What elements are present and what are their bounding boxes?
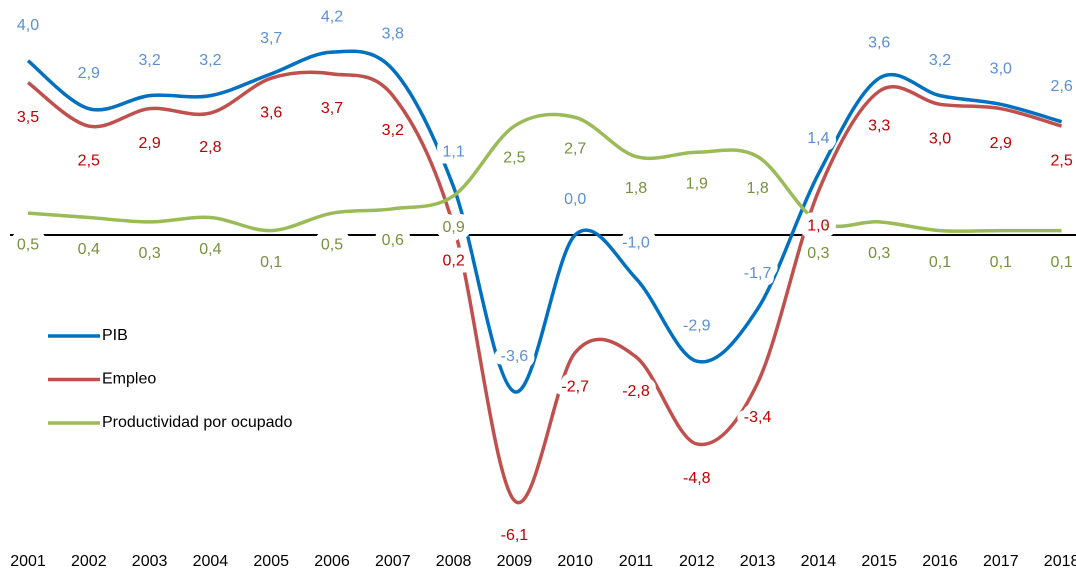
data-label: 0,4 — [78, 241, 100, 258]
data-label: 2,7 — [564, 141, 586, 158]
data-label: 2,5 — [78, 152, 100, 169]
data-label: 0,0 — [564, 191, 586, 208]
x-tick-label: 2015 — [861, 553, 897, 570]
data-label: 1,9 — [686, 175, 708, 192]
x-tick-label: 2009 — [497, 553, 533, 570]
data-label: 0,5 — [321, 236, 343, 253]
data-label: 1,1 — [442, 143, 464, 160]
data-label: 0,1 — [260, 254, 282, 271]
data-label: 2,5 — [1050, 152, 1072, 169]
x-tick-label: 2013 — [740, 553, 776, 570]
x-tick-label: 2014 — [801, 553, 837, 570]
x-tick-label: 2001 — [10, 553, 46, 570]
data-label: 0,3 — [868, 245, 890, 262]
x-tick-label: 2010 — [557, 553, 593, 570]
data-label: 3,2 — [199, 52, 221, 69]
value-labels: 4,0 2,9 3,2 3,2 3,7 4,2 3,8 1,1 -3,6 0,0 -1,0 -2,9 -… — [10, 1, 1076, 551]
data-label: 1,0 — [807, 218, 829, 235]
data-label: 3,2 — [929, 52, 951, 69]
data-label: 2,9 — [78, 65, 100, 82]
data-label: 1,8 — [625, 180, 647, 197]
data-label: 4,2 — [321, 8, 343, 25]
data-label: 0,5 — [17, 236, 39, 253]
data-label: 3,5 — [17, 109, 39, 126]
data-label: 3,6 — [868, 34, 890, 51]
data-label: 3,8 — [382, 26, 404, 43]
data-label: 0,4 — [199, 241, 221, 258]
data-label: 0,6 — [382, 232, 404, 249]
data-label: -4,8 — [683, 470, 711, 487]
data-label: -2,9 — [683, 317, 711, 334]
x-tick-label: 2011 — [619, 553, 654, 570]
data-label: -2,8 — [622, 383, 650, 400]
x-tick-label: 2007 — [375, 553, 411, 570]
data-label: 3,7 — [321, 100, 343, 117]
x-tick-label: 2017 — [983, 553, 1019, 570]
x-tick-label: 2008 — [436, 553, 472, 570]
data-label: -3,4 — [744, 409, 772, 426]
legend-label: Productividad por ocupado — [102, 414, 292, 431]
lines — [26, 49, 1063, 505]
data-label: 3,2 — [382, 122, 404, 139]
data-label: 3,0 — [929, 131, 951, 148]
data-label: 0,3 — [807, 245, 829, 262]
series-line — [26, 49, 1063, 394]
data-label: 2,9 — [990, 135, 1012, 152]
legend-label: PIB — [102, 327, 128, 344]
x-tick-label: 2004 — [193, 553, 229, 570]
data-label: 2,8 — [199, 139, 221, 156]
data-label: 0,3 — [138, 245, 160, 262]
data-label: 4,0 — [17, 17, 39, 34]
data-label: 3,6 — [260, 104, 282, 121]
data-label: 0,1 — [1050, 254, 1072, 271]
data-label: 1,8 — [746, 180, 768, 197]
data-label: 3,2 — [138, 52, 160, 69]
series-line — [27, 112, 1062, 233]
data-label: 0,1 — [929, 254, 951, 271]
data-label: -1,0 — [622, 235, 650, 252]
data-label: 3,7 — [260, 30, 282, 47]
data-label: -2,7 — [561, 379, 589, 396]
x-tick-label: 2003 — [132, 553, 168, 570]
data-label: 2,9 — [138, 135, 160, 152]
x-tick-label: 2018 — [1044, 553, 1076, 570]
data-label: 0,1 — [990, 254, 1012, 271]
x-tick-label: 2016 — [922, 553, 958, 570]
data-label: 2,5 — [503, 149, 525, 166]
data-label: -6,1 — [501, 527, 529, 544]
x-tick-label: 2005 — [253, 553, 289, 570]
x-tick-label: 2012 — [679, 553, 715, 570]
data-label: 3,3 — [868, 117, 890, 134]
data-label: -1,7 — [744, 265, 772, 282]
data-label: 3,0 — [990, 61, 1012, 78]
data-label: 1,4 — [807, 130, 829, 147]
x-tick-label: 2002 — [71, 553, 107, 570]
series-line — [26, 70, 1063, 505]
data-label: 2,6 — [1050, 78, 1072, 95]
legend-label: Empleo — [102, 371, 156, 388]
data-label: 0,9 — [442, 219, 464, 236]
data-label: -3,6 — [501, 348, 529, 365]
data-label: 0,2 — [442, 252, 464, 269]
x-tick-label: 2006 — [314, 553, 350, 570]
